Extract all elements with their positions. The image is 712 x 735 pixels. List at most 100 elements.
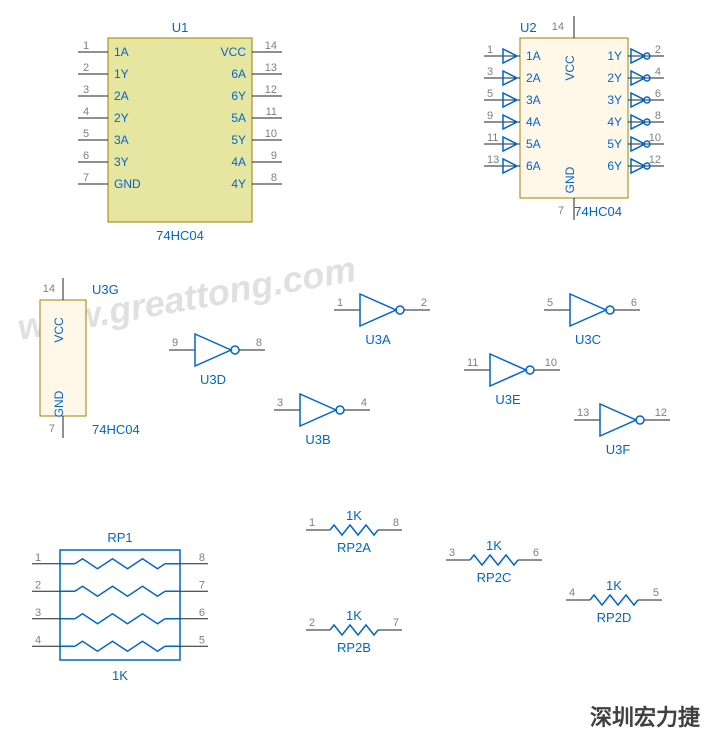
res-value: 1K [346,608,362,623]
u1-pin-label: 1A [114,45,129,59]
gate-in-num: 9 [172,337,178,349]
u1-pin-num: 8 [271,172,277,184]
res-ref: RP2D [597,610,632,625]
u1-pin-label: 3Y [114,155,129,169]
u2-pin-num: 13 [487,154,499,166]
u2-pin-num: 5 [487,88,493,100]
u1-pin-label: 5Y [231,133,246,147]
u2-pin-num: 1 [487,44,493,56]
gate-out-num: 6 [631,297,637,309]
rp1-value: 1K [112,668,128,683]
u1-pin-num: 9 [271,150,277,162]
gate-in-num: 1 [337,297,343,309]
u2-gnd-label: GND [563,166,577,193]
res-in-num: 3 [449,547,455,559]
inverter-icon [570,294,606,326]
u1-body [108,38,252,222]
resistor-zigzag-icon [330,625,378,635]
u3g-gnd-num: 7 [49,423,55,435]
resistor-zigzag-icon [75,614,165,624]
u1-pin-label: GND [114,177,141,191]
u1-pin-num: 12 [265,84,277,96]
u1-pin-label: 1Y [114,67,129,81]
resistor-zigzag-icon [470,555,518,565]
res-out-num: 7 [393,617,399,629]
inverter-icon [195,334,231,366]
u2-pin-label: 4A [526,115,541,129]
resistor-zigzag-icon [330,525,378,535]
u1-ref: U1 [172,20,189,35]
resistor-zigzag-icon [75,641,165,651]
res-out-num: 8 [393,517,399,529]
inverter-icon [360,294,396,326]
u1-pin-label: 3A [114,133,129,147]
u2-pin-label: 5A [526,137,541,151]
u1-pin-num: 13 [265,62,277,74]
u1-pin-num: 14 [265,40,277,52]
u2-pin-label: 3Y [607,93,622,107]
u2-pin-num: 2 [655,44,661,56]
res-in-num: 1 [309,517,315,529]
u2-pin-label: 6Y [607,159,622,173]
u1-pin-num: 10 [265,128,277,140]
u1-pin-label: 2A [114,89,129,103]
u2-pin-num: 3 [487,66,493,78]
rp1-pin-num: 1 [35,552,41,564]
gate-in-num: 5 [547,297,553,309]
u2-value: 74HC04 [574,204,622,219]
gate-in-num: 11 [467,357,478,369]
rp1-pin-num: 5 [199,634,205,646]
resistor-zigzag-icon [75,586,165,596]
u3g-gnd-label: GND [52,390,66,417]
u1-pin-num: 7 [83,172,89,184]
gate-out-num: 4 [361,397,367,409]
res-ref: RP2A [337,540,371,555]
u3g-value: 74HC04 [92,422,140,437]
u1-pin-num: 1 [83,40,89,52]
gate-out-num: 2 [421,297,427,309]
u1-pin-label: 5A [231,111,246,125]
u2-pin-label: 1Y [607,49,622,63]
u2-gnd-num: 7 [558,205,564,217]
res-in-num: 4 [569,587,575,599]
resistor-zigzag-icon [590,595,638,605]
u3g-vcc-num: 14 [43,283,55,295]
res-value: 1K [486,538,502,553]
gate-ref: U3F [606,442,631,457]
u1-value: 74HC04 [156,228,204,243]
u2-pin-label: 5Y [607,137,622,151]
u2-pin-num: 12 [649,154,661,166]
gate-ref: U3E [495,392,521,407]
rp1-ref: RP1 [107,530,132,545]
resistor-zigzag-icon [75,559,165,569]
u2-pin-num: 10 [649,132,661,144]
u1-pin-num: 11 [266,106,277,118]
u2-pin-num: 4 [655,66,661,78]
u2-vcc-label: VCC [563,55,577,81]
u2-pin-num: 6 [655,88,661,100]
u2-pin-label: 1A [526,49,541,63]
rp1-pin-num: 2 [35,579,41,591]
u1-pin-label: VCC [221,45,247,59]
u1-pin-num: 3 [83,84,89,96]
u1-pin-label: 2Y [114,111,129,125]
u1-pin-label: 6Y [231,89,246,103]
schematic-canvas: www.greattong.comU174HC0411A21Y32A42Y53A… [0,0,712,735]
u2-pin-label: 4Y [607,115,622,129]
res-in-num: 2 [309,617,315,629]
gate-ref: U3C [575,332,601,347]
u1-pin-num: 5 [83,128,89,140]
res-value: 1K [346,508,362,523]
u3g-ref: U3G [92,282,119,297]
res-out-num: 6 [533,547,539,559]
gate-ref: U3D [200,372,226,387]
u1-pin-label: 6A [231,67,246,81]
u2-pin-label: 6A [526,159,541,173]
gate-out-num: 10 [545,357,557,369]
u1-pin-num: 4 [83,106,89,118]
u2-pin-label: 2A [526,71,541,85]
u1-pin-num: 2 [83,62,89,74]
rp1-pin-num: 8 [199,552,205,564]
rp1-pin-num: 4 [35,634,41,646]
gate-out-num: 12 [655,407,667,419]
